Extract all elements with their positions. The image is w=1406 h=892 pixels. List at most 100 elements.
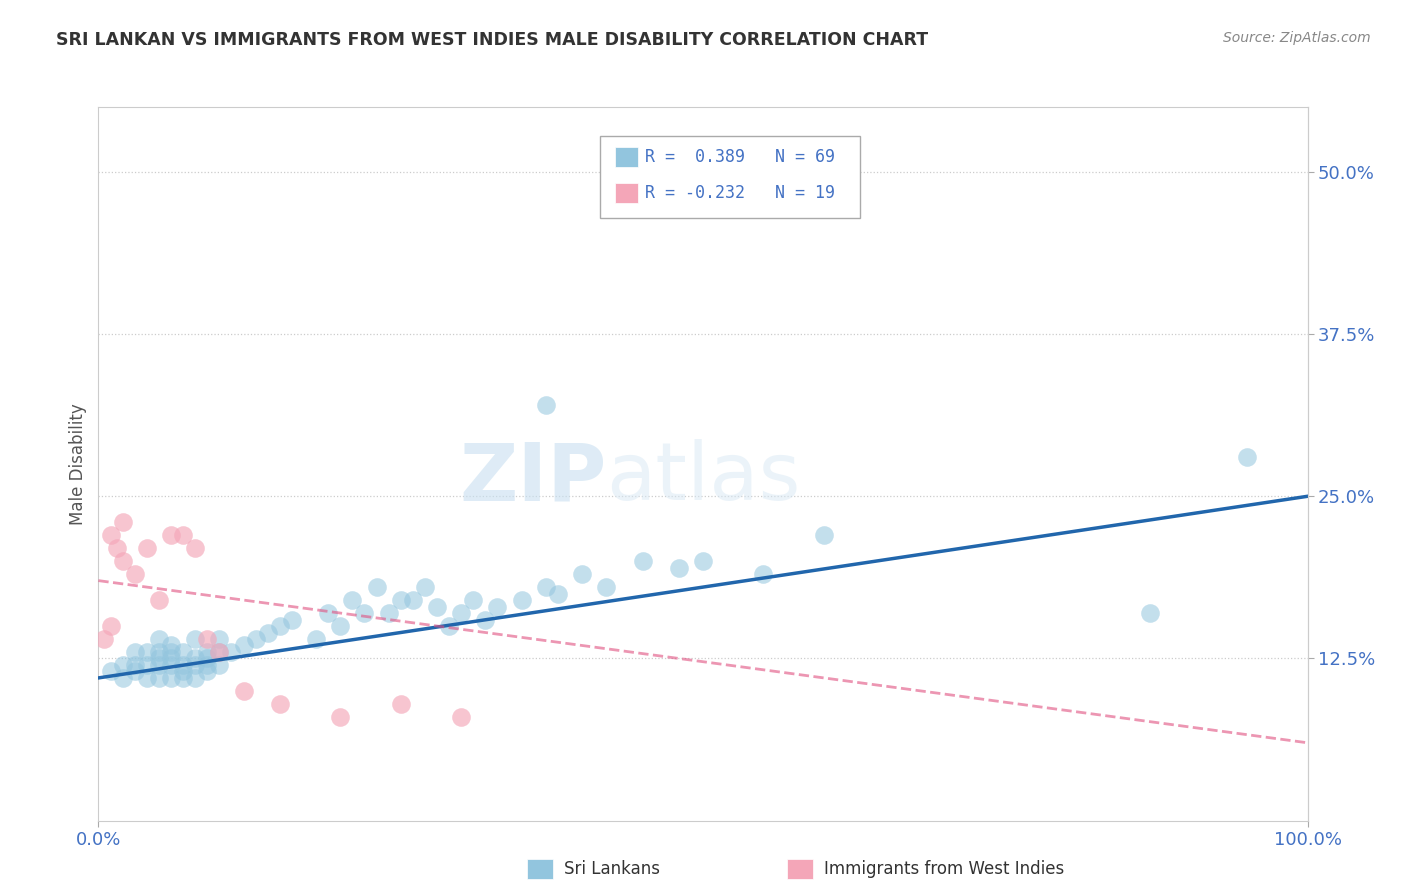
- Point: [111, 671, 134, 685]
- Point: [631, 554, 654, 568]
- Point: [571, 567, 593, 582]
- Point: [195, 651, 218, 665]
- Point: [111, 554, 134, 568]
- Point: [160, 651, 183, 665]
- Point: [100, 619, 122, 633]
- Point: [366, 580, 388, 594]
- Point: [160, 657, 183, 672]
- Point: [668, 560, 690, 574]
- Point: [208, 645, 231, 659]
- Point: [595, 580, 617, 594]
- Point: [269, 619, 291, 633]
- Text: atlas: atlas: [606, 439, 800, 517]
- Point: [256, 625, 278, 640]
- Point: [100, 665, 122, 679]
- Text: ZIP: ZIP: [458, 439, 606, 517]
- Point: [389, 593, 412, 607]
- Point: [93, 632, 115, 646]
- Point: [195, 632, 218, 646]
- Point: [281, 613, 304, 627]
- Point: [160, 645, 183, 659]
- Y-axis label: Male Disability: Male Disability: [69, 403, 87, 524]
- Text: SRI LANKAN VS IMMIGRANTS FROM WEST INDIES MALE DISABILITY CORRELATION CHART: SRI LANKAN VS IMMIGRANTS FROM WEST INDIE…: [56, 31, 928, 49]
- Point: [752, 567, 775, 582]
- Point: [148, 671, 170, 685]
- Point: [510, 593, 533, 607]
- Point: [111, 515, 134, 529]
- Point: [413, 580, 436, 594]
- Point: [813, 528, 835, 542]
- Point: [172, 657, 194, 672]
- Point: [172, 645, 194, 659]
- Point: [450, 606, 472, 620]
- Point: [474, 613, 496, 627]
- Point: [124, 657, 146, 672]
- Point: [342, 593, 364, 607]
- Point: [329, 710, 352, 724]
- Point: [353, 606, 375, 620]
- Point: [534, 399, 557, 413]
- Bar: [614, 147, 638, 167]
- Bar: [600, 136, 860, 218]
- Point: [135, 541, 157, 556]
- Point: [124, 665, 146, 679]
- Point: [208, 632, 231, 646]
- Text: R =  0.389   N = 69: R = 0.389 N = 69: [645, 148, 835, 166]
- Point: [195, 657, 218, 672]
- Point: [172, 528, 194, 542]
- Bar: [614, 183, 638, 202]
- Text: R = -0.232   N = 19: R = -0.232 N = 19: [645, 184, 835, 202]
- Point: [486, 599, 509, 614]
- Point: [135, 645, 157, 659]
- Point: [135, 671, 157, 685]
- Point: [184, 632, 207, 646]
- Point: [221, 645, 243, 659]
- Point: [232, 639, 254, 653]
- Point: [124, 645, 146, 659]
- Point: [124, 567, 146, 582]
- Point: [105, 541, 128, 556]
- Point: [148, 593, 170, 607]
- Point: [195, 645, 218, 659]
- Point: [111, 657, 134, 672]
- Text: Immigrants from West Indies: Immigrants from West Indies: [824, 860, 1064, 878]
- Point: [245, 632, 267, 646]
- Point: [329, 619, 352, 633]
- Point: [148, 651, 170, 665]
- Point: [160, 528, 183, 542]
- Point: [389, 697, 412, 711]
- Point: [208, 645, 231, 659]
- Point: [184, 541, 207, 556]
- Text: Source: ZipAtlas.com: Source: ZipAtlas.com: [1223, 31, 1371, 45]
- Point: [1139, 606, 1161, 620]
- Point: [692, 554, 714, 568]
- Point: [135, 657, 157, 672]
- Point: [184, 651, 207, 665]
- Point: [547, 586, 569, 600]
- Point: [184, 657, 207, 672]
- Point: [232, 684, 254, 698]
- Point: [160, 639, 183, 653]
- Point: [534, 580, 557, 594]
- Point: [437, 619, 460, 633]
- Point: [305, 632, 328, 646]
- Point: [100, 528, 122, 542]
- Point: [148, 645, 170, 659]
- Point: [208, 657, 231, 672]
- Point: [463, 593, 485, 607]
- Point: [172, 671, 194, 685]
- Point: [160, 671, 183, 685]
- Point: [172, 665, 194, 679]
- Point: [184, 671, 207, 685]
- Text: Sri Lankans: Sri Lankans: [564, 860, 659, 878]
- Point: [195, 665, 218, 679]
- Point: [1236, 450, 1258, 465]
- Point: [269, 697, 291, 711]
- Point: [316, 606, 339, 620]
- Point: [148, 632, 170, 646]
- Point: [148, 657, 170, 672]
- Point: [402, 593, 425, 607]
- Point: [377, 606, 399, 620]
- Point: [450, 710, 472, 724]
- Point: [426, 599, 449, 614]
